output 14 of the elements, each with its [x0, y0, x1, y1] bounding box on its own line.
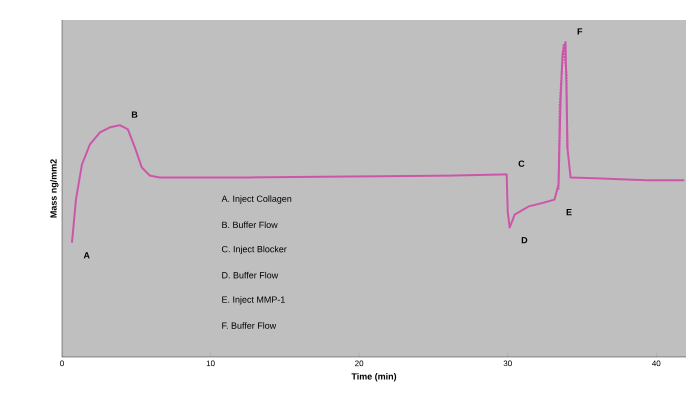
annotation: A. Inject Collagen: [222, 195, 292, 204]
annotation: D. Buffer Flow: [222, 272, 278, 278]
annotation: A: [84, 252, 90, 258]
x-axis-title: Time (min): [352, 373, 396, 382]
annotation: B. Buffer Flow: [222, 221, 278, 228]
annotation: D: [522, 237, 528, 244]
annotation: C: [518, 160, 524, 167]
annotation: F: [578, 28, 582, 35]
annotation: F. Buffer Flow: [222, 322, 276, 329]
y-axis-title: Mass ng/mm2: [50, 159, 58, 218]
annotation: C. Inject Blocker: [222, 246, 287, 254]
annotation: E. Inject MMP-1: [222, 296, 285, 304]
annotation: E: [566, 209, 572, 216]
annotation: B: [132, 112, 138, 118]
